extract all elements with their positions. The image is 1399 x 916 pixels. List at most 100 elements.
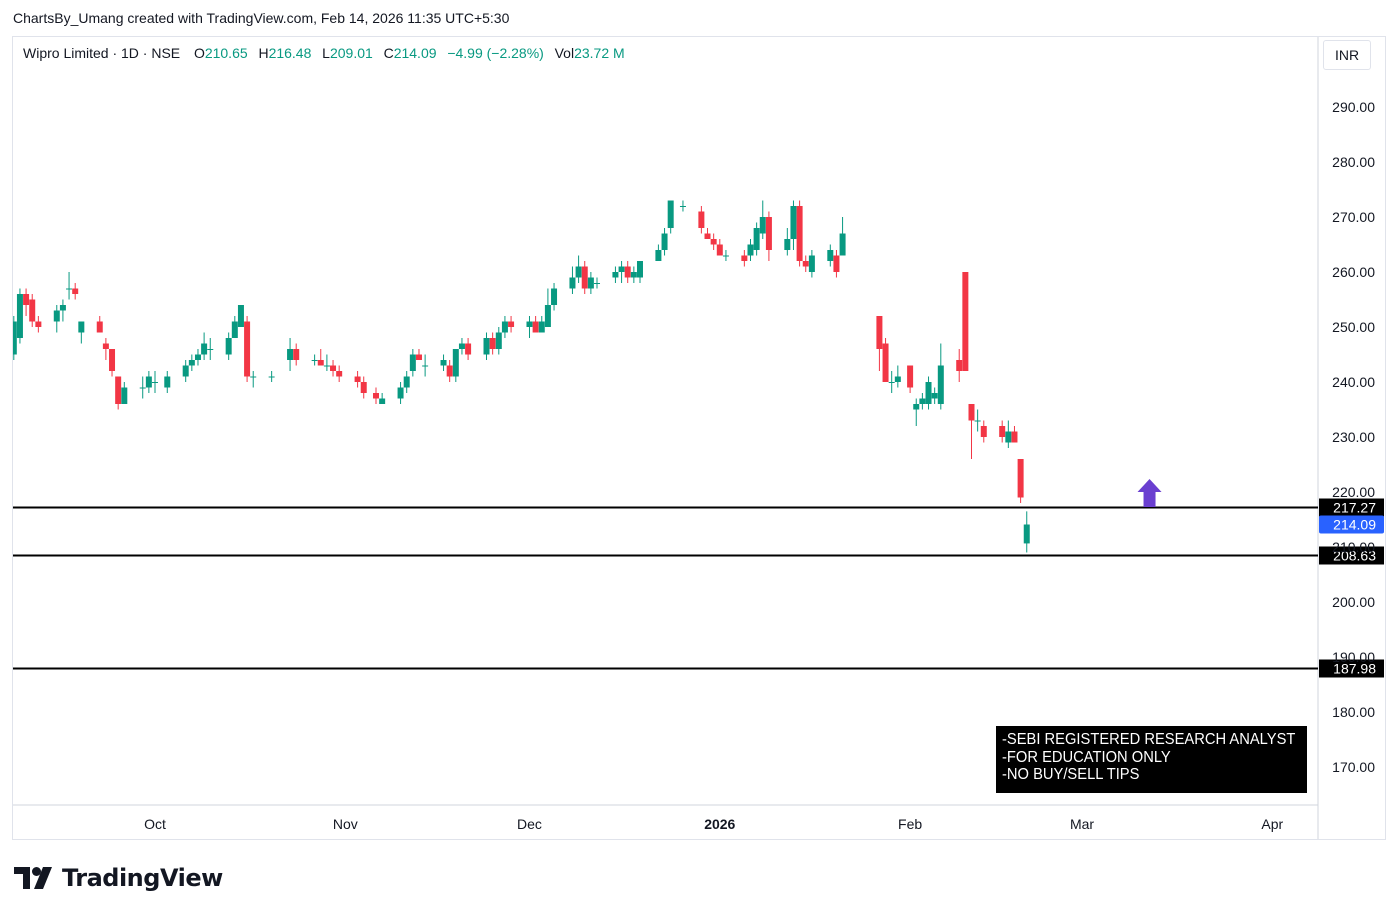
candle-body: [551, 288, 558, 305]
time-axis[interactable]: Oct Nov Dec 2026 Feb Mar Apr: [144, 816, 1283, 832]
candle: [876, 316, 883, 371]
time-tick-label: 2026: [704, 816, 735, 832]
legend-volume-value: 23.72 M: [574, 45, 625, 61]
candle-body: [839, 233, 846, 256]
candle: [882, 338, 889, 382]
candle: [354, 371, 361, 388]
candle: [741, 250, 748, 267]
candle-body: [532, 321, 539, 333]
candle-body: [317, 360, 324, 366]
candle: [569, 266, 576, 294]
candle-body: [231, 321, 238, 338]
candle-body: [53, 310, 60, 322]
candle: [974, 409, 981, 432]
candle: [894, 365, 901, 388]
candle-body: [409, 354, 416, 371]
price-axis[interactable]: 170.00 180.00 190.00 200.00 210.00 220.00 230.…: [1332, 99, 1375, 775]
level-price-label: 187.98: [1333, 661, 1376, 677]
candle-body: [784, 239, 791, 250]
candle: [440, 354, 447, 371]
time-tick-label: Apr: [1261, 816, 1283, 832]
candle-body: [594, 283, 601, 284]
candle: [188, 354, 195, 371]
candle-body: [956, 360, 963, 371]
tradingview-brand[interactable]: TradingView: [14, 864, 223, 892]
candle: [409, 349, 416, 377]
candle-body: [250, 376, 257, 378]
candle: [1005, 420, 1012, 448]
candle: [16, 288, 23, 344]
candle-body: [538, 321, 545, 333]
candle: [109, 349, 116, 377]
currency-button[interactable]: INR: [1323, 40, 1371, 70]
disclaimer-box: -SEBI REGISTERED RESEARCH ANALYST -FOR E…: [996, 726, 1307, 793]
candle: [231, 316, 238, 338]
candle-body: [667, 200, 674, 228]
candle: [495, 327, 502, 355]
candle: [373, 387, 380, 404]
candle-body: [508, 321, 515, 327]
candle-body: [630, 272, 637, 278]
candle-body: [379, 398, 386, 404]
candle: [139, 376, 146, 399]
candle: [78, 321, 85, 344]
candle-body: [1005, 431, 1012, 443]
candle-body: [458, 343, 465, 349]
candle: [237, 305, 244, 327]
candle-body: [59, 305, 66, 311]
candle-body: [354, 376, 361, 382]
tradingview-logo-icon: [14, 867, 52, 889]
candle-body: [882, 343, 889, 382]
brand-name: TradingView: [62, 864, 223, 892]
time-tick-label: Feb: [898, 816, 922, 832]
candle-body: [575, 266, 582, 278]
candle-body: [636, 261, 643, 278]
time-tick-label: Mar: [1070, 816, 1094, 832]
candle: [907, 365, 914, 393]
candle-body: [244, 321, 251, 377]
candle-body: [569, 277, 576, 289]
candle: [679, 200, 686, 212]
up-arrow-icon[interactable]: [1137, 479, 1162, 508]
candle-body: [78, 321, 85, 333]
candle-body: [741, 255, 748, 261]
candle: [808, 250, 815, 278]
candle-body: [415, 354, 422, 360]
candle: [636, 261, 643, 283]
level-price-tag: [1319, 546, 1384, 565]
candle-body: [913, 404, 920, 410]
candle-body: [1017, 459, 1024, 498]
price-tick-label: 290.00: [1332, 99, 1375, 115]
candle: [796, 200, 803, 267]
candle-body: [931, 393, 938, 399]
candle: [508, 316, 515, 333]
candle: [194, 349, 201, 366]
candle-body: [919, 398, 926, 404]
candle: [102, 338, 109, 360]
candle-body: [268, 376, 275, 378]
candle: [483, 332, 490, 360]
time-tick-label: Oct: [144, 816, 166, 832]
candle: [698, 206, 705, 234]
candle: [710, 233, 717, 250]
candle-body: [796, 206, 803, 261]
candle-body: [876, 316, 883, 349]
candle: [575, 255, 582, 283]
candle: [790, 200, 797, 250]
candle: [452, 349, 459, 382]
candle: [925, 376, 932, 410]
candle: [833, 250, 840, 278]
candle-body: [336, 371, 343, 377]
candle-body: [115, 376, 122, 404]
candle: [1011, 426, 1018, 443]
candle: [753, 222, 760, 256]
candle: [152, 371, 158, 393]
candles-layer: [13, 200, 1030, 553]
candle-body: [35, 321, 42, 327]
candle-body: [446, 365, 453, 377]
level-price-label: 208.63: [1333, 548, 1376, 564]
candle: [551, 283, 558, 311]
chart-credit: ChartsBy_Umang created with TradingView.…: [13, 10, 510, 26]
candle-body: [397, 387, 404, 399]
